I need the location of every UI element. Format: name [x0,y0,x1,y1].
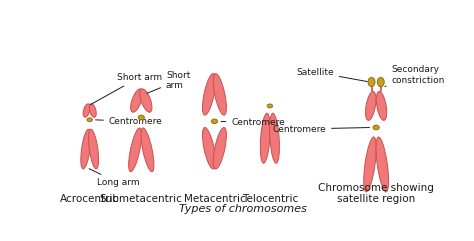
Text: Long arm: Long arm [89,169,140,187]
Ellipse shape [83,104,90,117]
Text: Centromere: Centromere [221,118,285,127]
Text: Secondary
constriction: Secondary constriction [385,65,445,87]
Ellipse shape [376,92,387,120]
Ellipse shape [270,113,280,163]
Ellipse shape [81,129,91,169]
Text: Centromere: Centromere [96,117,163,126]
Ellipse shape [267,104,273,108]
Ellipse shape [213,74,227,115]
Ellipse shape [364,137,376,192]
Text: Acrocentric: Acrocentric [60,194,119,204]
Text: Submetacentric: Submetacentric [100,194,182,204]
Text: Short arm: Short arm [91,73,162,105]
Ellipse shape [213,127,227,169]
Text: Types of chromosomes: Types of chromosomes [179,204,307,214]
Ellipse shape [131,89,143,112]
Text: Metacentric: Metacentric [183,194,246,204]
Ellipse shape [140,89,152,112]
Text: Short
arm: Short arm [147,71,190,93]
Ellipse shape [211,119,218,124]
Ellipse shape [141,128,154,172]
Ellipse shape [89,104,96,117]
Text: Telocentric: Telocentric [242,194,298,204]
Text: Centromere: Centromere [273,125,370,134]
Ellipse shape [87,118,92,122]
Ellipse shape [260,113,270,163]
Ellipse shape [202,74,216,115]
Text: Satellite: Satellite [296,67,367,81]
Ellipse shape [89,129,99,169]
Ellipse shape [202,127,216,169]
Text: Chromosome showing
satellite region: Chromosome showing satellite region [318,183,434,204]
Ellipse shape [138,115,145,120]
Ellipse shape [128,128,142,172]
Ellipse shape [377,77,384,87]
Ellipse shape [368,77,375,87]
Ellipse shape [376,137,389,192]
Ellipse shape [373,125,379,130]
Ellipse shape [365,92,376,120]
